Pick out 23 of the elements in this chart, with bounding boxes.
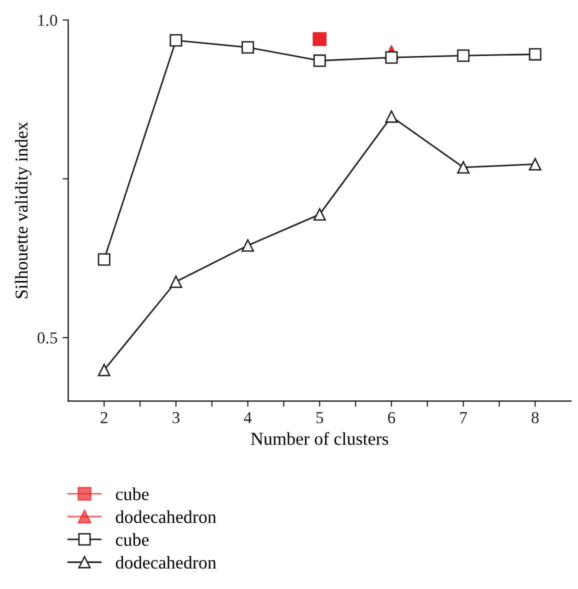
x-tick-label: 8 xyxy=(532,412,539,424)
y-tick-label: 1.0 xyxy=(38,14,58,26)
y-tick-label: 0.5 xyxy=(38,332,58,344)
legend-label: dodecahedron xyxy=(116,510,216,524)
point xyxy=(242,41,254,54)
point xyxy=(170,34,182,47)
point xyxy=(457,49,470,62)
x-tick-label: 4 xyxy=(244,412,252,424)
x-tick-label: 7 xyxy=(460,412,467,424)
x-tick-label: 6 xyxy=(388,412,396,424)
point xyxy=(98,253,110,266)
point xyxy=(528,48,542,61)
x-tick-label: 5 xyxy=(316,412,324,424)
point xyxy=(312,32,327,46)
x-tick-label: 2 xyxy=(100,412,108,424)
legend-label: cube xyxy=(116,488,149,500)
legend-label: dodecahedron xyxy=(116,556,216,569)
point xyxy=(385,51,398,64)
point xyxy=(313,54,326,67)
legend-label: cube xyxy=(116,533,149,546)
y-axis-title: Silhouette validity index xyxy=(14,122,32,298)
x-axis-title: Number of clusters xyxy=(250,432,388,445)
x-tick-label: 3 xyxy=(172,412,180,424)
